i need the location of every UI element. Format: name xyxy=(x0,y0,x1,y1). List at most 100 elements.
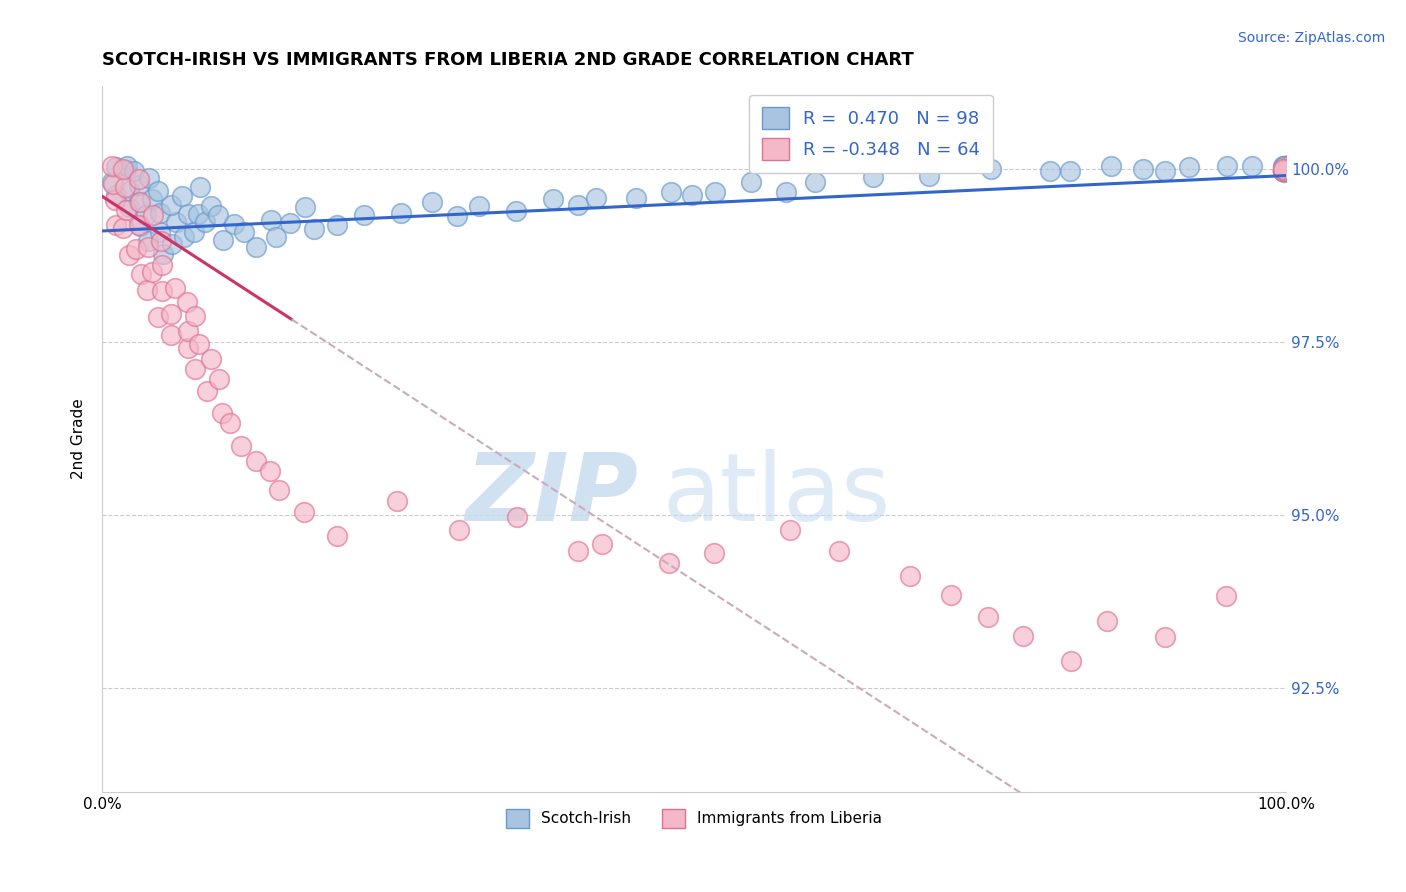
Point xyxy=(152,284,174,298)
Point xyxy=(1278,160,1301,174)
Point xyxy=(505,203,527,218)
Point xyxy=(222,217,245,231)
Point xyxy=(115,159,138,173)
Point xyxy=(128,194,150,209)
Point xyxy=(294,200,316,214)
Point xyxy=(114,202,136,217)
Point xyxy=(1272,164,1295,178)
Legend: Scotch-Irish, Immigrants from Liberia: Scotch-Irish, Immigrants from Liberia xyxy=(501,803,889,834)
Point xyxy=(105,161,128,175)
Point xyxy=(105,188,128,202)
Point xyxy=(804,176,827,190)
Point xyxy=(681,188,703,202)
Point xyxy=(129,267,152,281)
Point xyxy=(1275,159,1298,173)
Point xyxy=(200,199,222,213)
Point xyxy=(101,175,124,189)
Text: SCOTCH-IRISH VS IMMIGRANTS FROM LIBERIA 2ND GRADE CORRELATION CHART: SCOTCH-IRISH VS IMMIGRANTS FROM LIBERIA … xyxy=(103,51,914,69)
Point xyxy=(114,180,136,194)
Point xyxy=(118,184,141,198)
Point xyxy=(105,218,128,232)
Point xyxy=(1278,164,1301,178)
Point xyxy=(1278,159,1301,173)
Point xyxy=(149,206,172,220)
Point xyxy=(1274,162,1296,177)
Point xyxy=(939,589,962,603)
Point xyxy=(141,192,163,206)
Point xyxy=(176,295,198,310)
Point xyxy=(165,215,187,229)
Point xyxy=(260,213,283,227)
Point xyxy=(1275,161,1298,176)
Point xyxy=(208,372,231,386)
Point xyxy=(292,505,315,519)
Point xyxy=(278,216,301,230)
Point xyxy=(862,170,884,185)
Point xyxy=(160,198,183,212)
Point xyxy=(152,246,174,260)
Point xyxy=(150,258,173,272)
Point xyxy=(1012,629,1035,643)
Point xyxy=(1132,162,1154,177)
Point xyxy=(128,172,150,186)
Point xyxy=(591,536,613,550)
Point xyxy=(1240,159,1263,173)
Point xyxy=(1278,161,1301,175)
Point xyxy=(124,163,146,178)
Point xyxy=(245,454,267,468)
Point xyxy=(703,546,725,560)
Point xyxy=(194,215,217,229)
Point xyxy=(898,569,921,583)
Point xyxy=(1271,162,1294,177)
Point xyxy=(1275,162,1298,177)
Point xyxy=(779,523,801,537)
Point xyxy=(231,439,253,453)
Point xyxy=(1278,159,1301,173)
Point xyxy=(128,218,150,232)
Point xyxy=(138,171,160,186)
Point xyxy=(118,200,141,214)
Point xyxy=(264,230,287,244)
Point xyxy=(245,240,267,254)
Point xyxy=(184,362,207,376)
Point xyxy=(170,189,193,203)
Point xyxy=(160,307,183,321)
Point xyxy=(100,159,122,173)
Point xyxy=(703,186,725,200)
Point xyxy=(211,406,233,420)
Text: Source: ZipAtlas.com: Source: ZipAtlas.com xyxy=(1237,31,1385,45)
Point xyxy=(148,310,170,325)
Point xyxy=(128,219,150,233)
Point xyxy=(775,185,797,199)
Point xyxy=(389,206,412,220)
Point xyxy=(219,416,242,430)
Point xyxy=(626,191,648,205)
Point xyxy=(468,199,491,213)
Point xyxy=(233,225,256,239)
Point xyxy=(1272,163,1295,178)
Point xyxy=(259,464,281,478)
Point xyxy=(1272,164,1295,178)
Point xyxy=(1278,164,1301,178)
Point xyxy=(1278,163,1301,178)
Point xyxy=(1059,164,1081,178)
Point xyxy=(150,234,173,248)
Point xyxy=(211,233,233,247)
Text: ZIP: ZIP xyxy=(465,450,638,541)
Point xyxy=(976,610,998,624)
Point xyxy=(1215,159,1237,173)
Point xyxy=(111,221,134,235)
Point xyxy=(125,243,148,257)
Point xyxy=(1060,654,1083,668)
Point xyxy=(918,169,941,184)
Point xyxy=(187,336,209,351)
Point xyxy=(1272,163,1295,178)
Point xyxy=(195,384,218,398)
Point xyxy=(177,207,200,221)
Point xyxy=(658,556,681,570)
Point xyxy=(979,161,1001,176)
Point xyxy=(142,208,165,222)
Point xyxy=(1275,164,1298,178)
Point xyxy=(447,523,470,537)
Point xyxy=(136,234,159,248)
